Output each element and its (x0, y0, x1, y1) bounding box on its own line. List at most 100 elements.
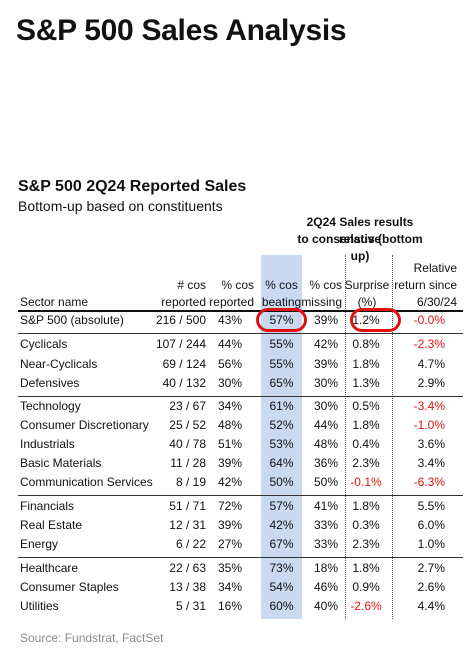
pct-beating: 55% (269, 337, 294, 351)
group-divider-2 (18, 396, 463, 397)
group-header-line2: to consensus (bottom up) (297, 232, 423, 263)
pct-beating: 61% (269, 399, 294, 413)
pct-missing: 46% (313, 580, 338, 594)
reported-count: 40 / 78 (169, 437, 206, 451)
pct-reported: 51% (217, 437, 242, 451)
group-header-line1: 2Q24 Sales results relative (306, 215, 414, 246)
relative-return: 3.4% (417, 456, 445, 470)
sector-name: Healthcare (20, 561, 79, 575)
group-divider-1 (18, 333, 463, 334)
header-missing-l1: % cos (309, 278, 342, 292)
sector-name: Energy (20, 537, 59, 551)
header-sector: Sector name (20, 295, 89, 309)
reported-count: 69 / 124 (162, 357, 206, 371)
reported-count: 11 / 28 (170, 456, 206, 470)
header-return-l2: return since (394, 278, 457, 292)
table-row: Industrials 40 / 78 51% 53% 48% 0.4% 3.6… (0, 435, 468, 454)
source-note: Source: Fundstrat, FactSet (20, 631, 164, 645)
sector-name: Industrials (20, 437, 75, 451)
surprise: 1.3% (352, 376, 380, 390)
reported-count: 5 / 31 (175, 599, 206, 613)
table-row: Defensives 40 / 132 30% 65% 30% 1.3% 2.9… (0, 374, 468, 393)
relative-return: -2.3% (413, 337, 445, 351)
table-row: Healthcare 22 / 63 35% 73% 18% 1.8% 2.7% (0, 559, 468, 578)
reported-count: 40 / 132 (162, 376, 206, 390)
header-surprise-l1: Surprise (344, 278, 390, 292)
pct-missing: 18% (313, 561, 338, 575)
pct-reported: 27% (217, 537, 242, 551)
relative-return: -1.0% (413, 418, 445, 432)
pct-missing: 48% (313, 437, 338, 451)
table-row: Financials 51 / 71 72% 57% 41% 1.8% 5.5% (0, 497, 468, 516)
separator-surprise (345, 255, 346, 619)
table-row: Communication Services 8 / 19 42% 50% 50… (0, 473, 468, 492)
surprise: 1.8% (352, 499, 380, 513)
relative-return: 4.7% (417, 357, 445, 371)
highlight-circle-beating (256, 308, 307, 332)
pct-beating: 50% (269, 475, 294, 489)
relative-return: 3.6% (417, 437, 445, 451)
pct-reported: 44% (217, 337, 242, 351)
table-row: Technology 23 / 67 34% 61% 30% 0.5% -3.4… (0, 397, 468, 416)
sector-name: Consumer Staples (20, 580, 119, 594)
relative-return: -6.3% (413, 475, 445, 489)
pct-reported: 48% (217, 418, 242, 432)
sector-name: Basic Materials (20, 456, 102, 470)
pct-reported: 43% (217, 313, 242, 327)
header-missing-l2: missing (301, 295, 342, 309)
header-return-l1: Relative (413, 261, 457, 275)
header-cos-reported-l2: reported (209, 295, 254, 309)
pct-reported: 39% (217, 518, 242, 532)
surprise: 0.5% (352, 399, 380, 413)
sector-name: Communication Services (20, 475, 153, 489)
reported-count: 51 / 71 (169, 499, 206, 513)
pct-missing: 50% (313, 475, 338, 489)
table-row: Near-Cyclicals 69 / 124 56% 55% 39% 1.8%… (0, 355, 468, 374)
table-row: Utilities 5 / 31 16% 60% 40% -2.6% 4.4% (0, 597, 468, 616)
pct-missing: 40% (313, 599, 338, 613)
sector-name: Consumer Discretionary (20, 418, 149, 432)
pct-missing: 33% (313, 537, 338, 551)
relative-return: 2.7% (417, 561, 445, 575)
sector-name: S&P 500 (absolute) (20, 313, 124, 327)
pct-reported: 16% (217, 599, 242, 613)
reported-count: 22 / 63 (169, 561, 206, 575)
pct-reported: 34% (217, 580, 242, 594)
sector-name: Utilities (20, 599, 59, 613)
pct-beating: 53% (269, 437, 294, 451)
separator-return (392, 255, 393, 619)
reported-count: 216 / 500 (155, 313, 206, 327)
reported-count: 12 / 31 (169, 518, 206, 532)
table-subtitle: Bottom-up based on constituents (18, 198, 223, 214)
header-return-l3: 6/30/24 (416, 295, 457, 309)
relative-return: 2.9% (417, 376, 445, 390)
header-surprise-l2: (%) (357, 295, 377, 309)
pct-missing: 39% (313, 313, 338, 327)
table-row: Real Estate 12 / 31 39% 42% 33% 0.3% 6.0… (0, 516, 468, 535)
relative-return: 5.5% (417, 499, 445, 513)
pct-beating: 65% (269, 376, 294, 390)
sector-name: Cyclicals (20, 337, 68, 351)
header-reported-l1: # cos (177, 278, 206, 292)
pct-beating: 64% (269, 456, 294, 470)
page-title: S&P 500 Sales Analysis (16, 14, 347, 47)
pct-missing: 42% (313, 337, 338, 351)
pct-beating: 60% (269, 599, 294, 613)
pct-beating: 67% (269, 537, 294, 551)
pct-missing: 41% (313, 499, 338, 513)
reported-count: 8 / 19 (175, 475, 206, 489)
table-row: Cyclicals 107 / 244 44% 55% 42% 0.8% -2.… (0, 335, 468, 354)
header-beating-l1: % cos (265, 278, 298, 292)
reported-count: 6 / 22 (175, 537, 206, 551)
reported-count: 107 / 244 (155, 337, 206, 351)
pct-beating: 73% (269, 561, 294, 575)
relative-return: -0.0% (413, 313, 445, 327)
sector-name: Defensives (20, 376, 80, 390)
pct-reported: 42% (217, 475, 242, 489)
sector-name: Financials (20, 499, 75, 513)
surprise: 0.8% (352, 337, 380, 351)
surprise: 0.4% (352, 437, 380, 451)
group-divider-3 (18, 495, 463, 496)
table-row: Consumer Staples 13 / 38 34% 54% 46% 0.9… (0, 578, 468, 597)
relative-return: 1.0% (417, 537, 445, 551)
